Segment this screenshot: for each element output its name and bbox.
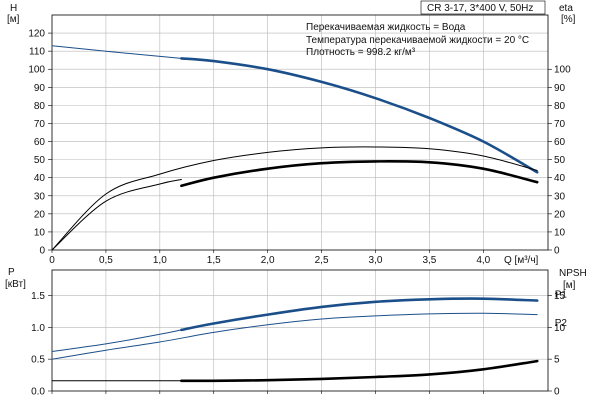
p2-curve-1-2 — [51, 312, 538, 360]
info-line-temperature: Температура перекачиваемой жидкости = 20… — [306, 35, 529, 46]
y-tick-label-right: 0 — [554, 387, 560, 398]
y-tick-label-left: 50 — [34, 155, 46, 166]
y-axis-title-npsh: NPSH — [559, 268, 587, 279]
y-tick-label-right: 0 — [554, 246, 560, 257]
info-line-density: Плотность = 998.2 кг/м³ — [306, 47, 416, 58]
plot-frame — [51, 14, 549, 251]
y-axis-title-eta: eta — [559, 3, 573, 14]
x-tick-label: 1,5 — [207, 255, 221, 266]
y-tick-label-right: 30 — [554, 191, 566, 202]
p1-curve-1-1 — [180, 297, 539, 332]
model-label-box — [420, 0, 546, 15]
x-tick-label: 3,0 — [369, 255, 383, 266]
x-tick-label: 2,0 — [261, 255, 275, 266]
y-axis-unit-power: [кВт] — [5, 279, 26, 290]
y-tick-label-right: 10 — [554, 323, 566, 334]
y-tick-label-right: 20 — [554, 209, 566, 220]
y-tick-label-right: 10 — [554, 227, 566, 238]
head-efficiency-panel: 0 10 20 30 40 50 60 70 80 90 100 110 120 0 10 20 30 40 50 6… — [28, 14, 571, 266]
y-tick-label-right: 40 — [554, 173, 566, 184]
y-tick-label-left: 100 — [28, 65, 45, 76]
y-tick-label-right: 90 — [554, 83, 566, 94]
y-tick-label-left: 1.5 — [31, 291, 45, 302]
y-tick-label-left: 90 — [34, 83, 46, 94]
y-tick-label-left: 70 — [34, 119, 46, 130]
model-label: CR 3-17, 3*400 V, 50Hz — [427, 3, 533, 14]
y-tick-label-left: 20 — [34, 209, 46, 220]
panel-text: CR 3-17, 3*400 V, 50Hz Перекачиваемая жи… — [5, 0, 587, 291]
y-tick-label-left: 0 — [39, 246, 45, 257]
y-axis-title-head: H — [10, 3, 17, 14]
curve-0-3 — [51, 179, 182, 251]
x-tick-label: 0 — [49, 255, 55, 266]
y-tick-label-left: 120 — [28, 29, 45, 40]
series-label-p1: P1 — [555, 290, 568, 301]
y-tick-label-right: 50 — [554, 155, 566, 166]
plot-frame — [51, 269, 549, 392]
p1-curve-1-0 — [51, 329, 182, 352]
y-tick-label-left: 0.5 — [31, 355, 45, 366]
y-tick-label-left: 40 — [34, 173, 46, 184]
curve-0-0 — [51, 45, 182, 59]
y-tick-label-left: 1.0 — [31, 323, 45, 334]
x-tick-label: 3,5 — [422, 255, 436, 266]
curve-0-1 — [180, 57, 539, 174]
y-tick-label-right: 100 — [554, 65, 571, 76]
y-tick-label-right: 70 — [554, 119, 566, 130]
curve-0-2 — [51, 146, 538, 251]
y-tick-label-left: 30 — [34, 191, 46, 202]
y-tick-label-right: 60 — [554, 137, 566, 148]
x-axis-title-flow: Q [м³/ч] — [504, 255, 539, 266]
x-tick-label: 2,5 — [315, 255, 329, 266]
y-tick-label-left: 110 — [29, 47, 45, 58]
y-tick-label-left: 80 — [34, 101, 46, 112]
curve-0-4 — [180, 160, 539, 188]
y-axis-title-power: P — [8, 267, 15, 278]
curve-1-4 — [180, 359, 539, 383]
y-tick-label-left: 0.0 — [31, 387, 45, 398]
y-tick-label-right: 80 — [554, 101, 566, 112]
x-tick-label: 1,0 — [153, 255, 167, 266]
y-axis-unit-head: [м] — [7, 14, 20, 25]
x-tick-label: 0,5 — [99, 255, 113, 266]
info-line-liquid: Перекачиваемая жидкость = Вода — [306, 22, 466, 33]
y-tick-label-left: 60 — [34, 137, 46, 148]
y-tick-label-right: 5 — [554, 355, 560, 366]
y-axis-unit-npsh: [м] — [563, 280, 576, 291]
x-tick-label: 4,0 — [476, 255, 490, 266]
series-label-p2: P2 — [555, 318, 568, 329]
y-tick-label-right: 15 — [554, 291, 566, 302]
y-tick-label-left: 10 — [34, 227, 46, 238]
y-axis-unit-eta: [%] — [561, 14, 576, 25]
